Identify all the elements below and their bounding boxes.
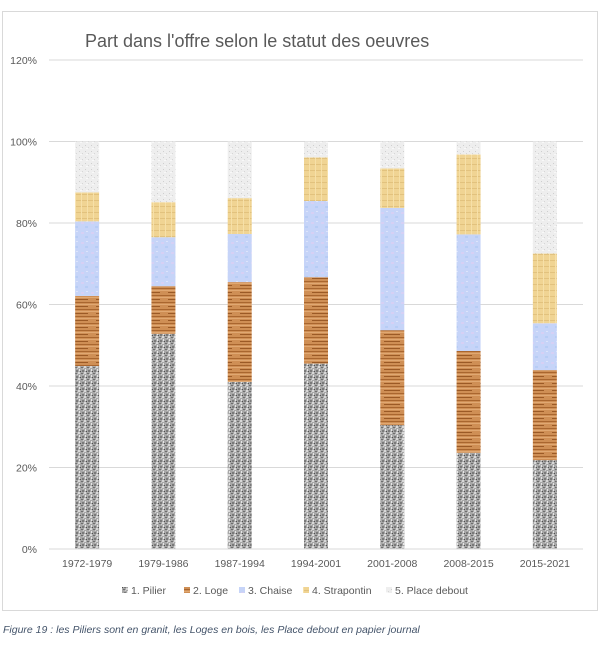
bar-stack: [456, 141, 481, 549]
figure-caption: Figure 19 : les Piliers sont en granit, …: [3, 624, 420, 636]
bar-segment-5: [304, 141, 328, 158]
bar-segment-3: [380, 207, 405, 331]
x-tick-label: 2001-2008: [367, 558, 417, 570]
legend-label: 5. Place debout: [395, 585, 468, 597]
y-tick-label: 80%: [16, 218, 37, 230]
bar-segment-3: [532, 323, 557, 371]
bar-segment-1: [380, 425, 405, 549]
bar-segment-2: [532, 370, 557, 461]
y-tick-label: 0%: [22, 544, 37, 556]
bar-stack: [227, 141, 252, 549]
legend-item: 5. Place debout: [386, 585, 468, 597]
bar-segment-2: [380, 330, 405, 426]
bar-segment-2: [456, 350, 481, 453]
bar-segment-1: [456, 452, 481, 549]
bar-segment-4: [532, 253, 557, 324]
bar-segment-1: [304, 363, 328, 549]
legend-swatch: [184, 587, 190, 593]
bar-segment-5: [75, 141, 100, 193]
x-axis-labels: 1972-1979 1979-1986 1987-1994 1994-2001 2001…: [62, 558, 570, 570]
bar-segment-4: [304, 157, 328, 201]
bar-segment-5: [532, 141, 557, 254]
x-tick-label: 1979-1986: [138, 558, 188, 570]
bar-segment-5: [151, 141, 176, 203]
legend-item: 3. Chaise: [239, 585, 293, 597]
legend-item: 4. Strapontin: [303, 585, 372, 597]
bar-segment-3: [456, 234, 481, 351]
legend-label: 3. Chaise: [248, 585, 293, 597]
x-tick-label: 1994-2001: [291, 558, 341, 570]
bar-stack: [304, 141, 328, 549]
legend-label: 4. Strapontin: [312, 585, 372, 597]
y-tick-label: 40%: [16, 381, 37, 393]
bar-segment-5: [227, 141, 252, 199]
legend-item: 2. Loge: [184, 585, 228, 597]
x-tick-label: 1987-1994: [215, 558, 265, 570]
bar-segment-3: [227, 234, 252, 283]
bar-segment-1: [75, 366, 100, 549]
legend-label: 1. Pilier: [131, 585, 167, 597]
legend-item: 1. Pilier: [122, 585, 167, 597]
bar-segment-4: [456, 154, 481, 235]
bar-stack: [380, 141, 405, 549]
y-tick-label: 100%: [10, 137, 37, 149]
bar-segment-1: [151, 333, 176, 549]
bar-stack: [532, 141, 557, 549]
legend-swatch: [122, 587, 128, 593]
y-axis-labels: 0% 20% 40% 60% 80% 100% 120%: [10, 55, 37, 556]
bar-segment-3: [75, 221, 100, 296]
bar-segment-2: [304, 277, 328, 364]
bar-segment-4: [75, 192, 100, 222]
legend-label: 2. Loge: [193, 585, 228, 597]
bar-segment-3: [151, 237, 176, 287]
y-tick-label: 60%: [16, 300, 37, 312]
chart-frame: [2, 11, 598, 611]
bar-segment-5: [456, 141, 481, 155]
chart-title: Part dans l'offre selon le statut des oe…: [85, 31, 429, 51]
legend: 1. Pilier 2. Loge 3. Chaise 4. Strapontin 5.…: [122, 585, 468, 597]
x-tick-label: 1972-1979: [62, 558, 112, 570]
bar-segment-5: [380, 141, 405, 169]
bar-segment-2: [151, 286, 176, 334]
bar-segment-4: [151, 202, 176, 238]
bar-stack: [75, 141, 100, 549]
bar-segment-2: [75, 295, 100, 367]
y-tick-label: 120%: [10, 55, 37, 67]
legend-swatch: [386, 587, 392, 593]
bar-segment-3: [304, 200, 328, 278]
bar-segment-4: [380, 168, 405, 208]
bar-segment-1: [532, 460, 557, 549]
legend-swatch: [303, 587, 309, 593]
bar-stack: [151, 141, 176, 549]
bars: [75, 141, 557, 549]
legend-swatch: [239, 587, 245, 593]
y-tick-label: 20%: [16, 463, 37, 475]
bar-segment-2: [227, 282, 252, 382]
bar-segment-4: [227, 198, 252, 235]
x-tick-label: 2015-2021: [520, 558, 570, 570]
x-tick-label: 2008-2015: [443, 558, 493, 570]
bar-segment-1: [227, 381, 252, 549]
